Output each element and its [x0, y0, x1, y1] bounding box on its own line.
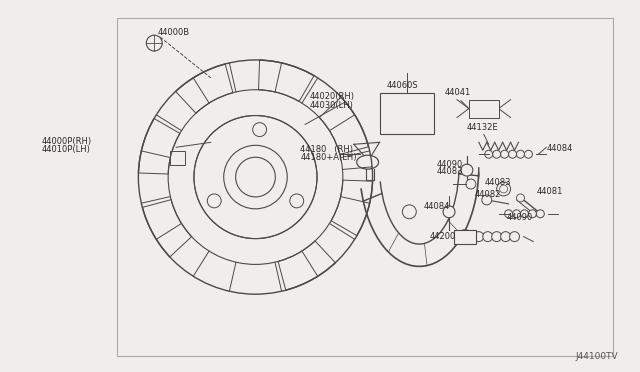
Circle shape	[497, 182, 511, 196]
Text: 44180+A(LH): 44180+A(LH)	[300, 153, 356, 162]
Circle shape	[520, 210, 529, 218]
Circle shape	[403, 110, 416, 125]
Circle shape	[461, 164, 473, 176]
Text: 44010P(LH): 44010P(LH)	[42, 145, 91, 154]
Bar	[170, 151, 184, 165]
Text: 44020(RH): 44020(RH)	[310, 92, 355, 101]
Circle shape	[500, 150, 509, 158]
Circle shape	[509, 150, 516, 158]
Circle shape	[194, 116, 317, 238]
Circle shape	[458, 230, 472, 244]
Text: 44082: 44082	[475, 190, 501, 199]
Text: 44132E: 44132E	[467, 124, 499, 132]
Circle shape	[224, 145, 287, 209]
Circle shape	[516, 150, 524, 158]
Circle shape	[474, 232, 484, 241]
Circle shape	[492, 232, 502, 241]
Bar	[116, 18, 612, 356]
Circle shape	[493, 150, 500, 158]
Circle shape	[253, 123, 267, 137]
Circle shape	[482, 195, 492, 205]
Text: 44090: 44090	[507, 213, 533, 222]
Circle shape	[484, 150, 493, 158]
Text: 44180   (RH): 44180 (RH)	[300, 145, 353, 154]
Text: 44000B: 44000B	[157, 28, 189, 37]
Circle shape	[207, 194, 221, 208]
Circle shape	[466, 179, 476, 189]
Circle shape	[509, 232, 520, 241]
Circle shape	[443, 206, 455, 218]
Circle shape	[529, 210, 536, 218]
Text: 44000P(RH): 44000P(RH)	[42, 137, 92, 146]
Bar	[469, 100, 499, 118]
Circle shape	[516, 194, 524, 202]
Text: 44041: 44041	[445, 88, 471, 97]
Circle shape	[483, 232, 493, 241]
Text: 44060S: 44060S	[387, 81, 418, 90]
Text: 44030(LH): 44030(LH)	[310, 100, 354, 110]
Text: J44100TV: J44100TV	[575, 352, 618, 361]
Circle shape	[147, 35, 162, 51]
Text: 44083: 44083	[436, 167, 463, 176]
Circle shape	[536, 210, 544, 218]
Circle shape	[138, 60, 372, 294]
Circle shape	[168, 90, 343, 264]
Text: 44090: 44090	[436, 160, 462, 169]
Bar	[380, 93, 434, 134]
Circle shape	[524, 150, 532, 158]
Text: 44081: 44081	[536, 187, 563, 196]
Text: 44084: 44084	[423, 202, 449, 211]
Circle shape	[500, 232, 511, 241]
Circle shape	[290, 194, 304, 208]
Text: 44200: 44200	[429, 232, 456, 241]
Text: 44083: 44083	[484, 178, 511, 187]
Circle shape	[513, 210, 520, 218]
Bar	[454, 230, 476, 244]
Circle shape	[504, 210, 513, 218]
Circle shape	[500, 185, 508, 193]
Circle shape	[403, 205, 416, 219]
Text: 44084: 44084	[547, 144, 573, 153]
Circle shape	[236, 157, 275, 197]
